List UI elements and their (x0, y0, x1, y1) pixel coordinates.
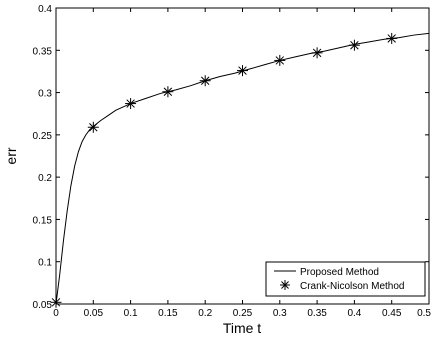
y-tick-label: 0.25 (33, 131, 53, 142)
data-point-crank-nicolson (199, 75, 211, 87)
x-tick-label: 0.05 (84, 308, 104, 319)
x-tick-label: 0.35 (307, 308, 327, 319)
data-point-crank-nicolson (237, 65, 248, 77)
x-tick-label: 0.25 (233, 308, 253, 319)
x-tick-label: 0.3 (273, 308, 287, 319)
x-tick-label: 0.2 (198, 308, 212, 319)
x-tick-label: 0.15 (158, 308, 178, 319)
legend-label-crank-nicolson: Crank-Nicolson Method (300, 281, 405, 292)
series-layer (50, 32, 430, 308)
data-point-crank-nicolson (311, 47, 323, 59)
data-point-crank-nicolson (274, 54, 286, 66)
x-axis-ticks: 0 0.05 0.1 0.15 0.2 0.25 0.3 0.35 0.4 0.45 0.5 (53, 8, 431, 319)
y-tick-label: 0.2 (38, 173, 52, 184)
legend-label-proposed: Proposed Method (300, 267, 379, 278)
y-tick-label: 0.15 (33, 215, 53, 226)
y-axis-title: err (3, 147, 19, 164)
data-point-crank-nicolson (87, 121, 99, 133)
legend-asterisk-marker (280, 280, 290, 290)
x-tick-label: 0.1 (124, 308, 138, 319)
x-tick-label: 0.45 (382, 308, 402, 319)
x-tick-label: 0 (53, 308, 59, 319)
x-axis-title: Time t (223, 320, 261, 336)
data-point-crank-nicolson (125, 98, 137, 110)
y-tick-label: 0.1 (38, 258, 52, 269)
data-point-crank-nicolson (386, 32, 398, 44)
y-tick-label: 0.05 (33, 300, 53, 311)
y-tick-label: 0.3 (38, 89, 52, 100)
data-point-crank-nicolson (50, 296, 62, 308)
legend-box (265, 261, 426, 297)
data-point-crank-nicolson (162, 86, 174, 98)
x-tick-label: 0.5 (417, 308, 431, 319)
y-tick-label: 0.35 (33, 46, 53, 57)
data-point-crank-nicolson (348, 39, 360, 51)
plot-area (55, 7, 430, 305)
y-tick-label: 0.4 (38, 4, 52, 15)
x-tick-label: 0.4 (347, 308, 361, 319)
y-axis-ticks: 0.05 0.1 0.15 0.2 0.25 0.3 0.35 0.4 (33, 4, 429, 311)
legend: Proposed Method Crank-Nicolson Method (265, 261, 426, 297)
legend-asterisk-icon (280, 280, 290, 290)
